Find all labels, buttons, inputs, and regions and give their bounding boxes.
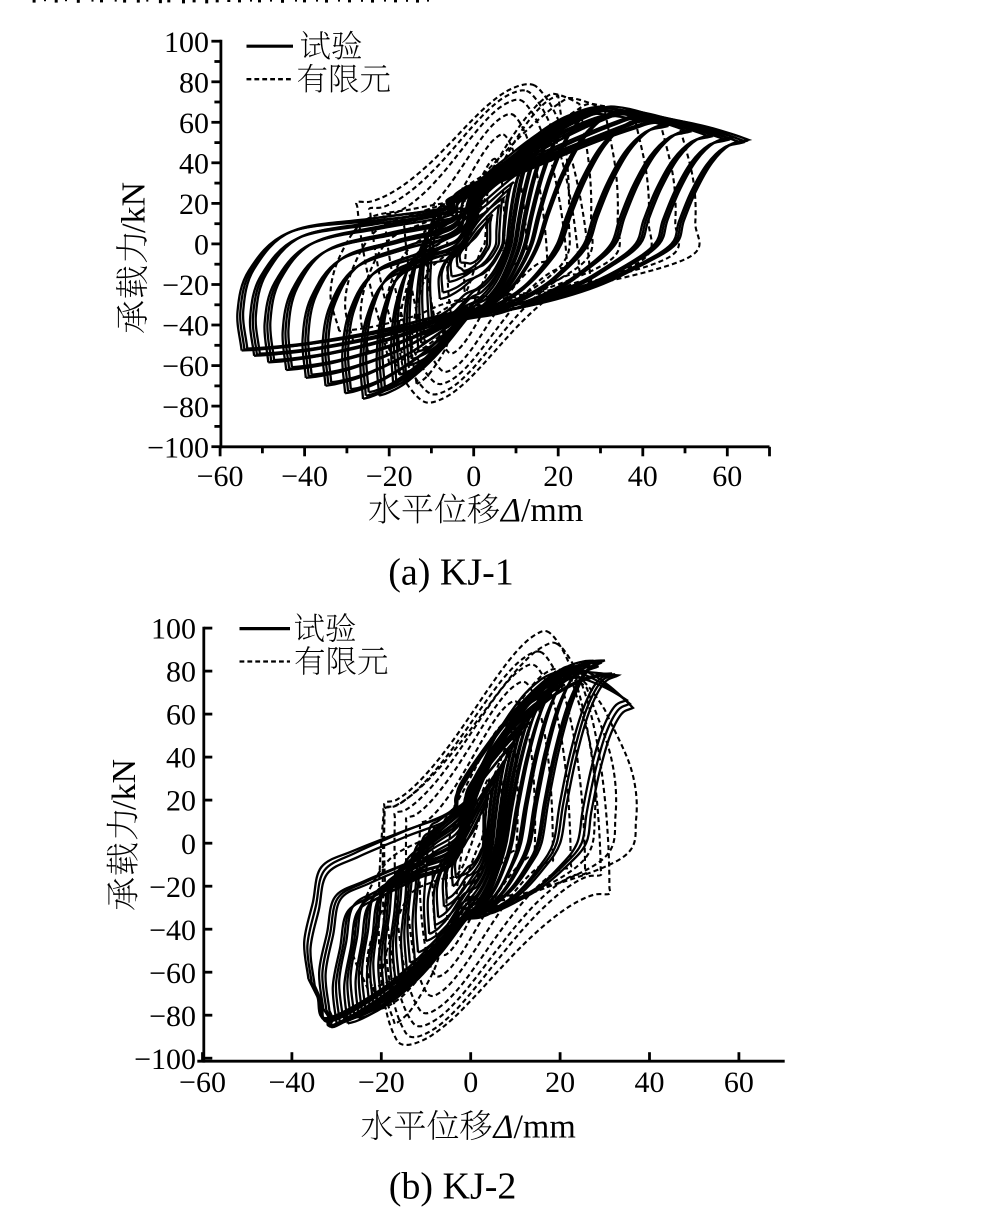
svg-text:80: 80 (179, 66, 209, 99)
svg-text:0: 0 (194, 229, 209, 262)
svg-text:60: 60 (712, 460, 742, 493)
svg-text:−60: −60 (149, 957, 196, 990)
svg-text:100: 100 (151, 613, 196, 646)
svg-text:60: 60 (724, 1066, 754, 1099)
svg-text:0: 0 (463, 1066, 478, 1099)
svg-text:/kN: /kN (106, 759, 143, 810)
svg-text:−60: −60 (179, 1066, 226, 1099)
svg-text:−80: −80 (149, 1000, 196, 1033)
svg-text:−40: −40 (149, 914, 196, 947)
svg-text:Δ/mm: Δ/mm (499, 492, 583, 529)
svg-text:60: 60 (166, 699, 196, 732)
svg-text:−20: −20 (358, 1066, 405, 1099)
svg-text:0: 0 (466, 460, 481, 493)
svg-text:40: 40 (166, 742, 196, 775)
svg-text:−20: −20 (366, 460, 413, 493)
svg-text:−20: −20 (149, 871, 196, 904)
svg-text:60: 60 (179, 107, 209, 140)
svg-text:40: 40 (179, 147, 209, 180)
svg-text:−60: −60 (162, 350, 209, 383)
svg-text:−60: −60 (197, 460, 244, 493)
svg-text:20: 20 (179, 188, 209, 221)
svg-text:−40: −40 (268, 1066, 315, 1099)
svg-text:−40: −40 (162, 310, 209, 343)
svg-text:−100: −100 (147, 431, 209, 464)
svg-text:−20: −20 (162, 269, 209, 302)
svg-text:80: 80 (166, 656, 196, 689)
svg-text:(a) KJ-1: (a) KJ-1 (388, 552, 514, 594)
svg-text:−100: −100 (134, 1043, 196, 1076)
svg-text:Δ/mm: Δ/mm (492, 1109, 576, 1146)
svg-text:−80: −80 (162, 391, 209, 424)
svg-text:20: 20 (545, 1066, 575, 1099)
svg-text:40: 40 (635, 1066, 665, 1099)
svg-text:20: 20 (166, 785, 196, 818)
svg-text:20: 20 (543, 460, 573, 493)
svg-text:/kN: /kN (116, 182, 153, 233)
svg-text:(b) KJ-2: (b) KJ-2 (389, 1166, 517, 1208)
svg-text:0: 0 (181, 828, 196, 861)
svg-text:100: 100 (164, 26, 209, 59)
svg-text:−40: −40 (281, 460, 328, 493)
svg-text:40: 40 (628, 460, 658, 493)
